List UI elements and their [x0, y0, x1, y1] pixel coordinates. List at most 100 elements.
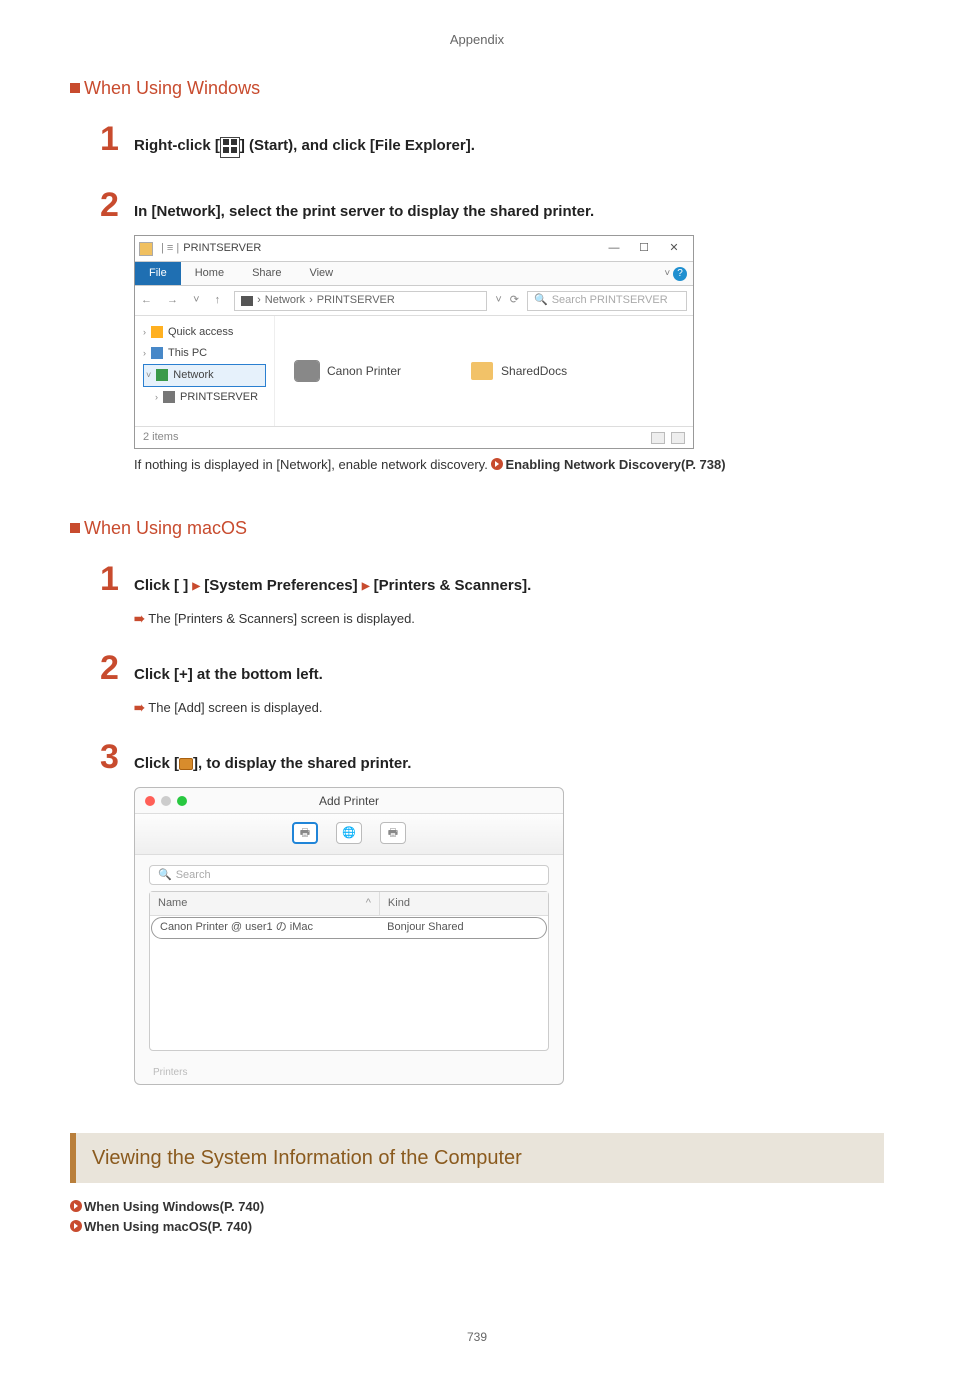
item-canon-printer[interactable]: Canon Printer — [295, 326, 401, 416]
t: ] — [183, 577, 192, 594]
step-text: Right-click [] (Start), and click [File … — [134, 127, 475, 158]
link-bullet-icon — [70, 1220, 82, 1232]
item-shared-docs[interactable]: SharedDocs — [471, 326, 567, 416]
link-macos[interactable]: When Using macOS(P. 740) — [70, 1217, 884, 1238]
printer-icon — [179, 758, 193, 770]
list-header: Name ^ Kind — [150, 892, 548, 916]
col-name[interactable]: Name ^ — [150, 892, 380, 915]
step-1-windows: 1 Right-click [] (Start), and click [Fil… — [100, 122, 884, 158]
default-printer-icon[interactable]: 🖶 — [292, 822, 318, 844]
step-2-windows: 2 In [Network], select the print server … — [100, 188, 884, 224]
row-kind: Bonjour Shared — [379, 919, 546, 936]
mac-titlebar: Add Printer — [135, 788, 563, 814]
tree-quick-access[interactable]: ›Quick access — [143, 322, 266, 343]
status-text: 2 items — [143, 429, 178, 446]
tree-network[interactable]: ˅Network — [143, 364, 266, 387]
note-text: The [Add] screen is displayed. — [148, 700, 322, 715]
list-blank — [150, 940, 548, 1050]
close-light[interactable] — [145, 796, 155, 806]
mac-search-field[interactable]: 🔍 Search — [149, 865, 549, 885]
section-banner: Viewing the System Information of the Co… — [70, 1133, 884, 1183]
page-header: Appendix — [70, 30, 884, 50]
step-1-macos: 1 Click [ ] ▶ [System Preferences] ▶ [Pr… — [100, 562, 884, 598]
maximize-button[interactable]: ☐ — [629, 240, 659, 257]
tree-this-pc[interactable]: ›This PC — [143, 343, 266, 364]
explorer-titlebar: | ≡ | PRINTSERVER — ☐ ✕ — [135, 236, 693, 262]
mac-window-title: Add Printer — [319, 792, 379, 810]
close-button[interactable]: ✕ — [659, 240, 689, 257]
bullet-square — [70, 523, 80, 533]
minimize-button[interactable]: — — [599, 240, 629, 257]
tab-view[interactable]: View — [295, 262, 347, 285]
nav-back-forward[interactable]: ← → ˅ ↑ — [141, 292, 226, 309]
t: [Printers & Scanners]. — [370, 577, 532, 594]
ip-printer-icon[interactable]: 🌐 — [336, 822, 362, 844]
section-when-using-windows: When Using Windows — [70, 75, 884, 102]
zoom-light[interactable] — [177, 796, 187, 806]
address-bar[interactable]: › Network › PRINTSERVER — [234, 291, 487, 311]
step-number: 2 — [100, 651, 134, 685]
link-windows[interactable]: When Using Windows(P. 740) — [70, 1197, 884, 1218]
step-number: 1 — [100, 122, 134, 156]
step-number: 2 — [100, 188, 134, 222]
search-box[interactable]: 🔍 Search PRINTSERVER — [527, 291, 687, 311]
step-number: 3 — [100, 740, 134, 774]
col-kind[interactable]: Kind — [380, 892, 548, 915]
refresh-icon[interactable]: ⟳ — [510, 292, 519, 309]
pc-icon — [241, 296, 253, 306]
triangle-icon: ▶ — [362, 581, 370, 592]
start-icon — [220, 137, 240, 158]
status-bar: 2 items — [135, 426, 693, 448]
path-network: Network — [265, 292, 305, 309]
item-label: Canon Printer — [327, 362, 401, 380]
t: Click [ — [134, 755, 179, 772]
min-light[interactable] — [161, 796, 171, 806]
list-row[interactable]: Canon Printer @ user1 の iMac Bonjour Sha… — [152, 918, 546, 938]
printer-icon — [295, 361, 319, 381]
path-server: PRINTSERVER — [317, 292, 395, 309]
t: Click [ — [134, 577, 183, 594]
step-number: 1 — [100, 562, 134, 596]
page-footer: 739 — [70, 1328, 884, 1346]
window-title: PRINTSERVER — [183, 240, 599, 257]
explorer-content: Canon Printer SharedDocs — [275, 316, 693, 426]
row-name: Canon Printer @ user1 の iMac — [152, 919, 379, 936]
note-text: The [Printers & Scanners] screen is disp… — [148, 611, 415, 626]
titlebar-sep: | ≡ | — [161, 240, 179, 257]
traffic-lights[interactable] — [145, 796, 187, 806]
path-sep: › — [309, 292, 313, 309]
step-1-macos-note: ➠ The [Printers & Scanners] screen is di… — [134, 609, 884, 629]
step-text-pre: Right-click [ — [134, 137, 220, 154]
step-text: Click [ ], to display the shared printer. — [134, 745, 411, 776]
tree-printserver[interactable]: ›PRINTSERVER — [143, 387, 266, 408]
item-label: SharedDocs — [501, 362, 567, 380]
windows-printer-icon[interactable]: 🖶 — [380, 822, 406, 844]
view-mode-icons[interactable] — [651, 432, 685, 444]
mac-footer-label: Printers — [153, 1065, 563, 1080]
step-text: Click [ ] ▶ [System Preferences] ▶ [Prin… — [134, 567, 531, 598]
search-placeholder: Search — [176, 867, 211, 884]
network-icon — [156, 369, 168, 381]
step-2-macos: 2 Click [+] at the bottom left. — [100, 651, 884, 687]
tab-file[interactable]: File — [135, 262, 181, 285]
bullet-square — [70, 83, 80, 93]
tab-share[interactable]: Share — [238, 262, 295, 285]
add-printer-window: Add Printer 🖶 🌐 🖶 🔍 Search Name ^ Kind C… — [134, 787, 564, 1085]
caption-link[interactable]: Enabling Network Discovery(P. 738) — [505, 457, 725, 472]
link-bullet-icon — [491, 458, 503, 470]
help-area: ˅ ? — [664, 266, 687, 281]
mac-printer-list: Name ^ Kind Canon Printer @ user1 の iMac… — [149, 891, 549, 1051]
search-icon: 🔍 — [534, 292, 548, 309]
explorer-ribbon: File Home Share View ˅ ? — [135, 262, 693, 286]
star-icon — [151, 326, 163, 338]
nav-tree: ›Quick access ›This PC ˅Network ›PRINTSE… — [135, 316, 275, 426]
arrow-icon: ➠ — [134, 700, 145, 715]
help-icon[interactable]: ? — [673, 267, 687, 281]
link-bullet-icon — [70, 1200, 82, 1212]
step-text: Click [+] at the bottom left. — [134, 656, 323, 687]
tab-home[interactable]: Home — [181, 262, 238, 285]
explorer-body: ›Quick access ›This PC ˅Network ›PRINTSE… — [135, 316, 693, 426]
t: ], to display the shared printer. — [193, 755, 411, 772]
dropdown-icon[interactable]: ˅ — [495, 292, 501, 309]
explorer-caption: If nothing is displayed in [Network], en… — [134, 455, 884, 475]
